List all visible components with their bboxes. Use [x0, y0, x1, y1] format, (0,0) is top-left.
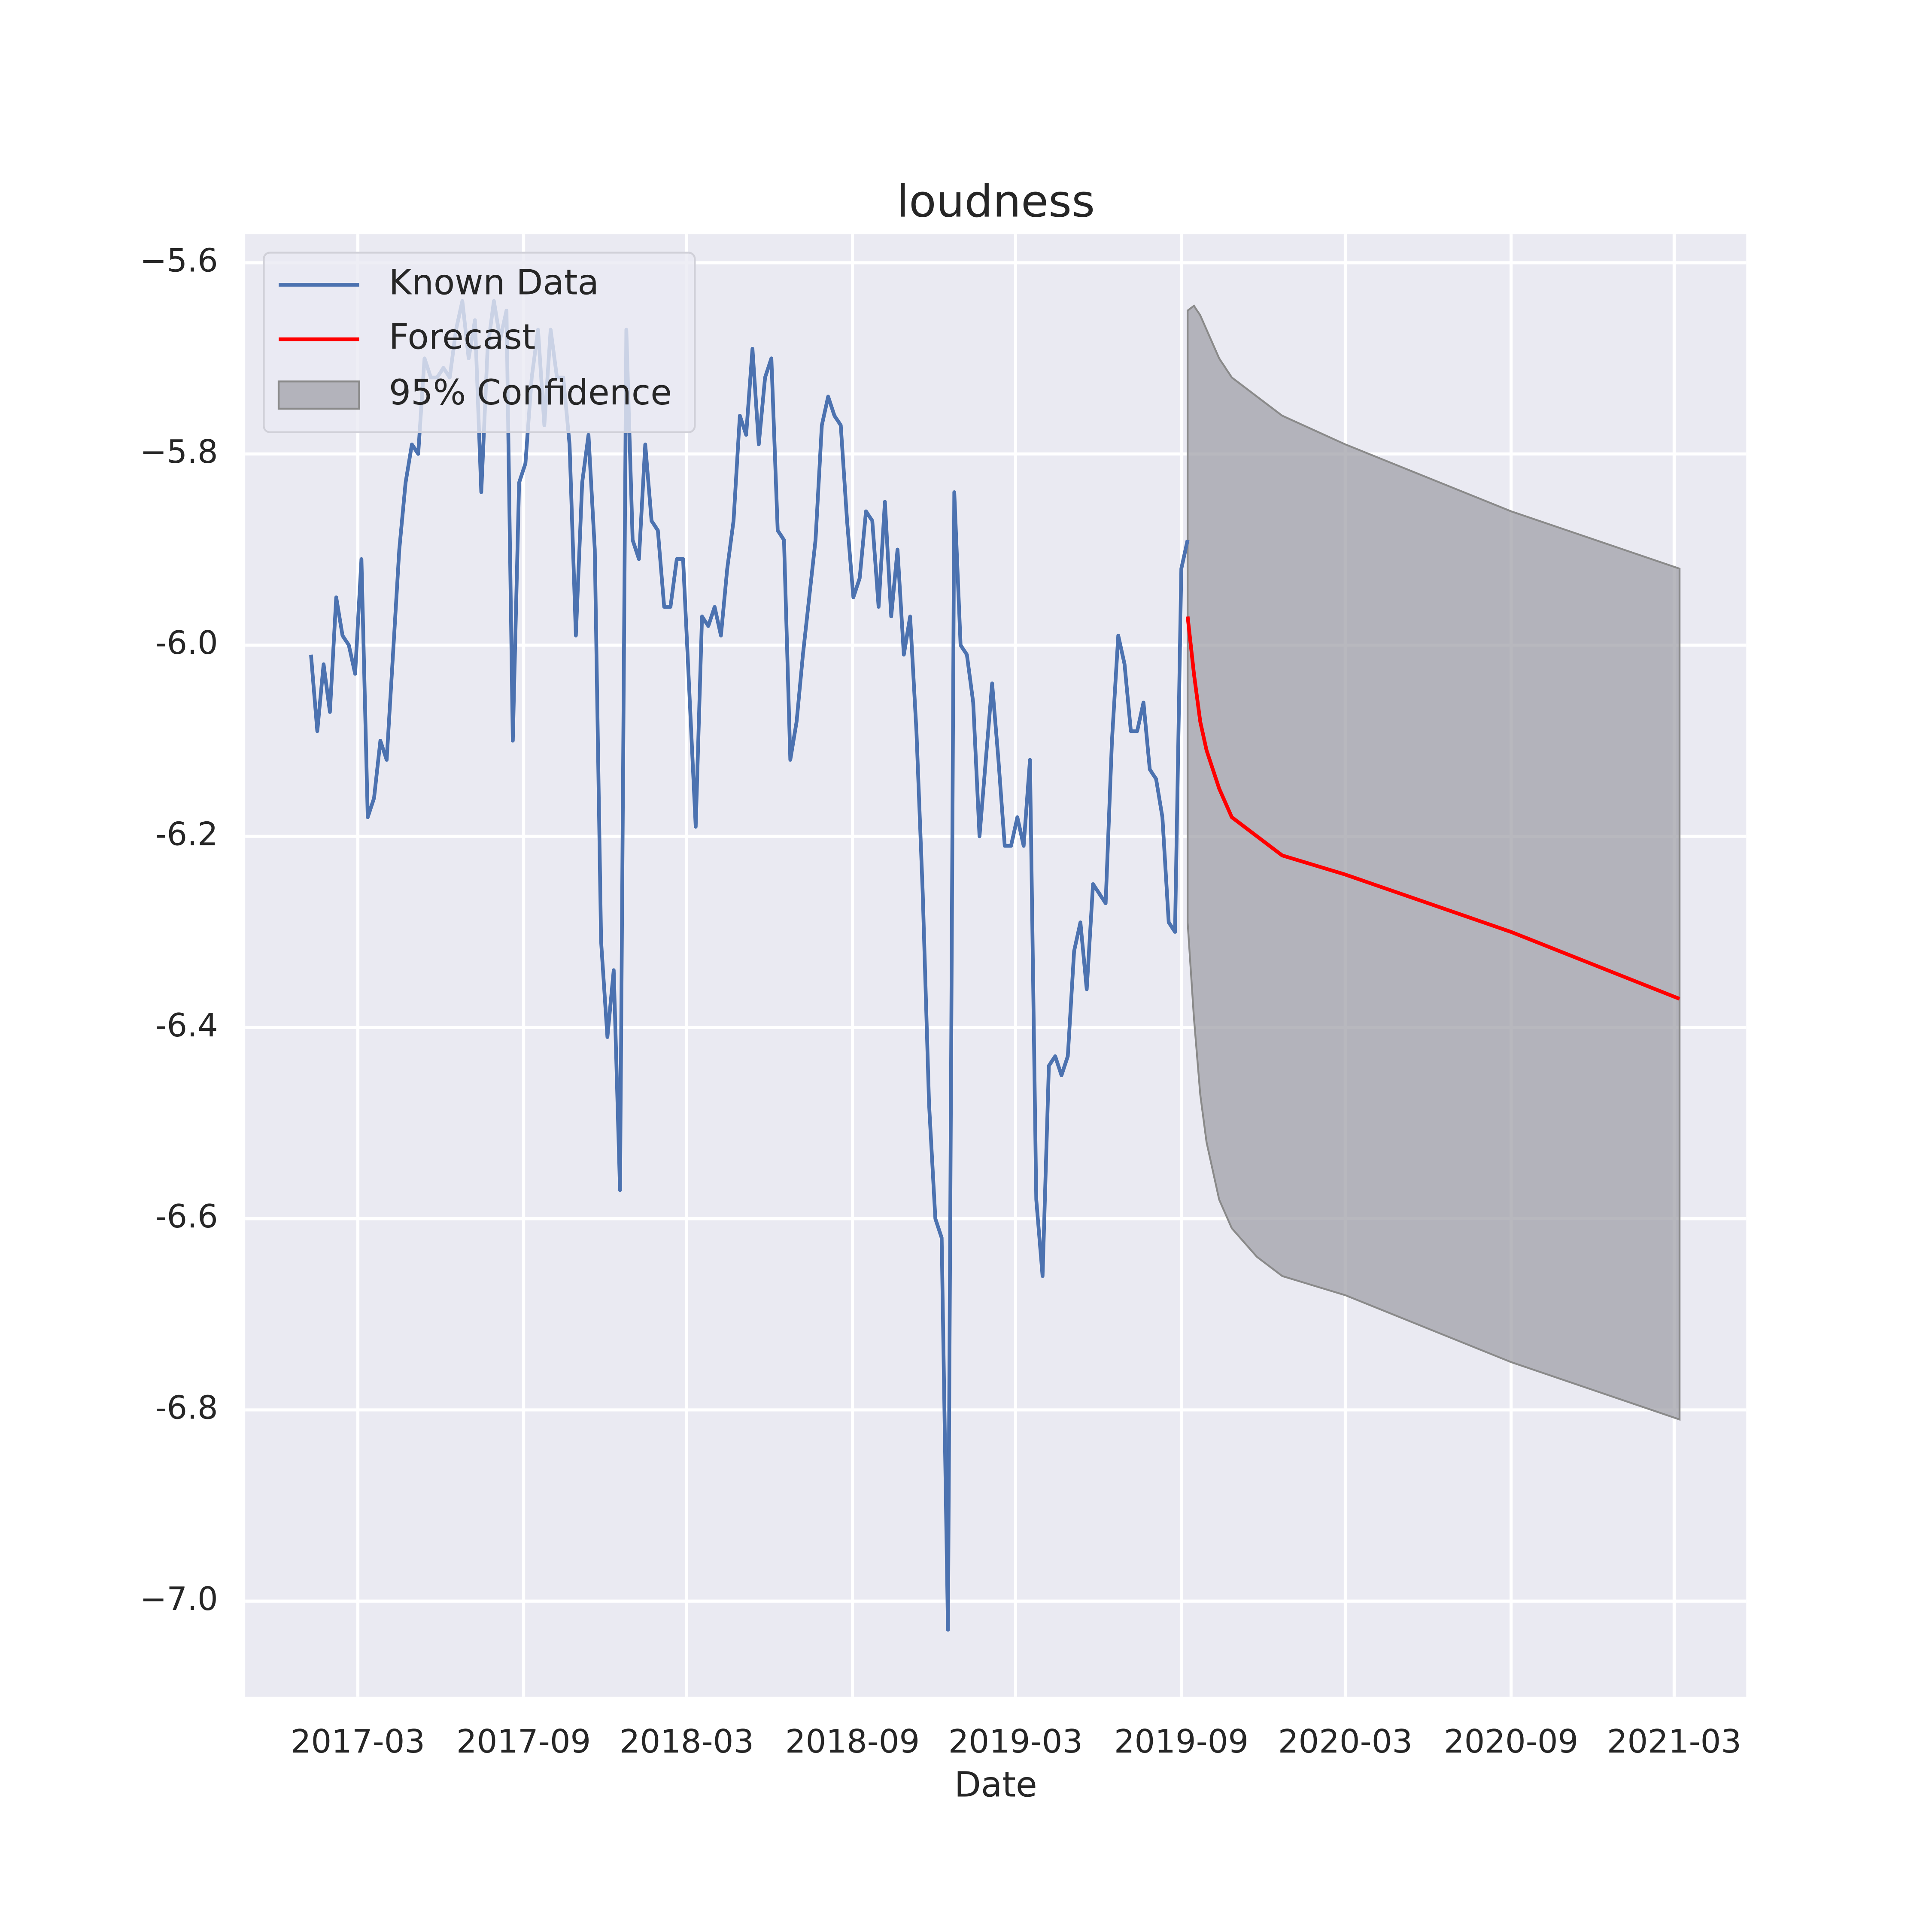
x-tick-label: 2021-03: [1607, 1722, 1741, 1760]
legend-box: [263, 252, 696, 433]
legend-label: Forecast: [389, 317, 536, 357]
axes: −5.6 −5.8 -6.0 -6.2 -6.4 -6.6 -6.8 −7.0 2017-03 2…: [140, 241, 1742, 1760]
legend: Known Data Forecast 95% Confidence: [263, 252, 696, 433]
x-tick-label: 2017-03: [291, 1722, 425, 1760]
y-tick-label: −5.8: [140, 433, 218, 471]
x-tick-label: 2020-03: [1278, 1722, 1413, 1760]
x-axis-label: Date: [954, 1765, 1037, 1805]
x-tick-label: 2020-09: [1444, 1722, 1578, 1760]
y-tick-label: -6.6: [155, 1197, 218, 1235]
x-tick-label: 2019-09: [1114, 1722, 1249, 1760]
y-tick-label: -6.0: [155, 624, 218, 662]
y-tick-label: -6.4: [155, 1006, 218, 1044]
y-tick-label: −5.6: [140, 241, 218, 279]
y-tick-label: -6.8: [155, 1388, 218, 1426]
x-tick-label: 2018-03: [620, 1722, 754, 1760]
confidence-band: [1187, 304, 1681, 1421]
legend-swatch: [277, 380, 360, 410]
y-tick-label: -6.2: [155, 815, 218, 853]
y-tick-label: −7.0: [140, 1580, 218, 1618]
x-tick-label: 2019-03: [948, 1722, 1083, 1760]
data-line: [1185, 616, 1680, 1001]
legend-label: 95% Confidence: [389, 373, 672, 413]
legend-label: Known Data: [389, 262, 599, 303]
x-tick-label: 2017-09: [456, 1722, 591, 1760]
chart-title: loudness: [896, 176, 1095, 227]
x-tick-label: 2018-09: [785, 1722, 920, 1760]
